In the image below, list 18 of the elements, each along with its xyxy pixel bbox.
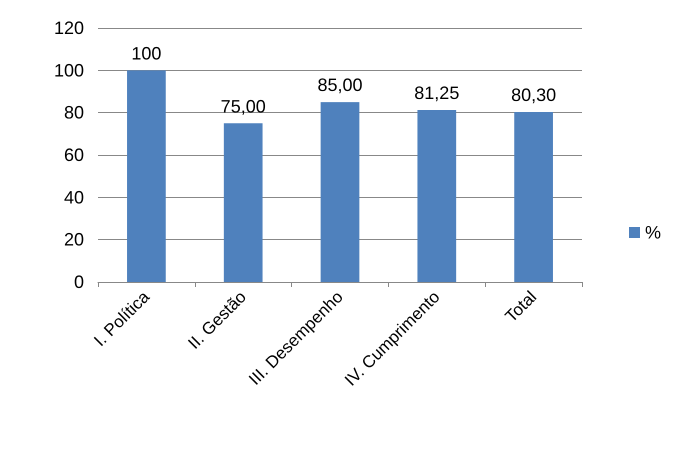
data-label: 81,25	[414, 83, 460, 104]
data-label: 75,00	[220, 96, 266, 116]
bar	[224, 123, 263, 282]
data-label: 85,00	[317, 75, 363, 96]
y-tick-label: 80	[64, 102, 84, 123]
data-label: 100	[131, 43, 162, 64]
y-tick-label: 60	[64, 145, 84, 165]
y-tick-label: 120	[54, 18, 84, 38]
bar	[127, 70, 166, 282]
bar	[417, 110, 456, 282]
y-tick-label: 0	[74, 272, 84, 292]
bar	[514, 112, 553, 282]
bar	[320, 102, 360, 282]
legend-label: %	[644, 222, 662, 242]
data-label: 80,30	[511, 85, 556, 106]
y-tick-label: 40	[64, 187, 84, 208]
y-tick-label: 20	[64, 230, 84, 250]
y-tick-label: 100	[54, 60, 84, 80]
